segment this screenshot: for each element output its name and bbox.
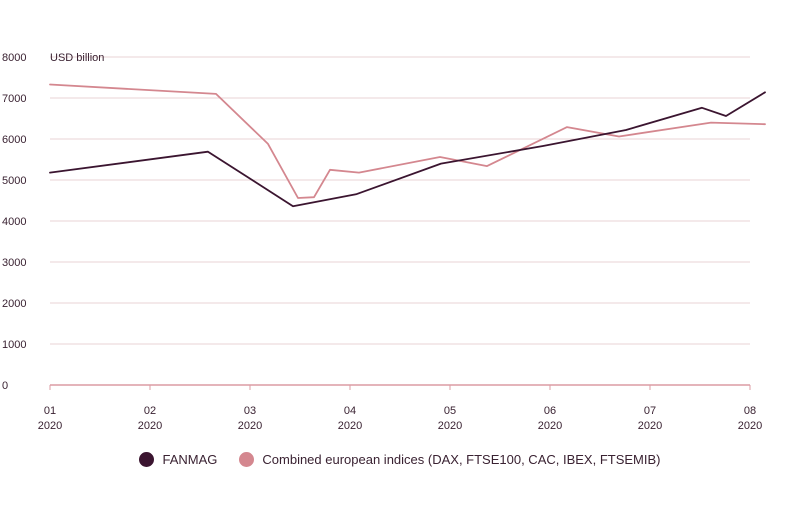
- x-tick-month: 06: [544, 405, 556, 417]
- legend-swatch-fanmag: [139, 452, 155, 467]
- x-tick-year: 2020: [638, 420, 662, 432]
- x-tick-year: 2020: [138, 420, 162, 432]
- y-tick-label: 8000: [2, 52, 26, 64]
- y-axis-label: USD billion: [50, 52, 104, 64]
- series-line-european-indices: [49, 83, 766, 199]
- legend-label-european-indices: Combined european indices (DAX, FTSE100,…: [262, 452, 661, 467]
- y-tick-label: 1000: [2, 339, 26, 351]
- x-tick-year: 2020: [538, 420, 562, 432]
- legend-label-fanmag: FANMAG: [162, 452, 218, 467]
- y-axis-ticks: 0 1000 2000 3000 4000 5000 6000 7000 8000: [2, 52, 26, 392]
- series-layer: [49, 83, 766, 208]
- legend: FANMAG Combined european indices (DAX, F…: [0, 452, 800, 467]
- y-tick-label: 6000: [2, 134, 26, 146]
- y-tick-label: 4000: [2, 216, 26, 228]
- x-tick-year: 2020: [238, 420, 262, 432]
- legend-item-fanmag: FANMAG: [139, 452, 217, 467]
- y-tick-label: 5000: [2, 175, 26, 187]
- series-line-fanmag: [49, 91, 766, 208]
- y-tick-label: 7000: [2, 93, 26, 105]
- x-tick-year: 2020: [338, 420, 362, 432]
- x-axis-ticks: 01 2020 02 2020 03 2020 04 2020 05 2020 06 2020 07 20…: [38, 385, 762, 432]
- x-tick-year: 2020: [738, 420, 762, 432]
- x-tick-month: 07: [644, 405, 656, 417]
- y-tick-label: 2000: [2, 298, 26, 310]
- y-tick-label: 3000: [2, 257, 26, 269]
- x-tick-year: 2020: [438, 420, 462, 432]
- x-tick-month: 05: [444, 405, 456, 417]
- x-tick-month: 01: [44, 405, 56, 417]
- x-tick-month: 03: [244, 405, 256, 417]
- y-tick-label: 0: [2, 380, 8, 392]
- x-tick-year: 2020: [38, 420, 62, 432]
- legend-swatch-european-indices: [239, 452, 255, 467]
- legend-item-european-indices: Combined european indices (DAX, FTSE100,…: [239, 452, 661, 467]
- x-tick-month: 04: [344, 405, 356, 417]
- x-tick-month: 02: [144, 405, 156, 417]
- x-tick-month: 08: [744, 405, 756, 417]
- grid-layer: [50, 56, 750, 386]
